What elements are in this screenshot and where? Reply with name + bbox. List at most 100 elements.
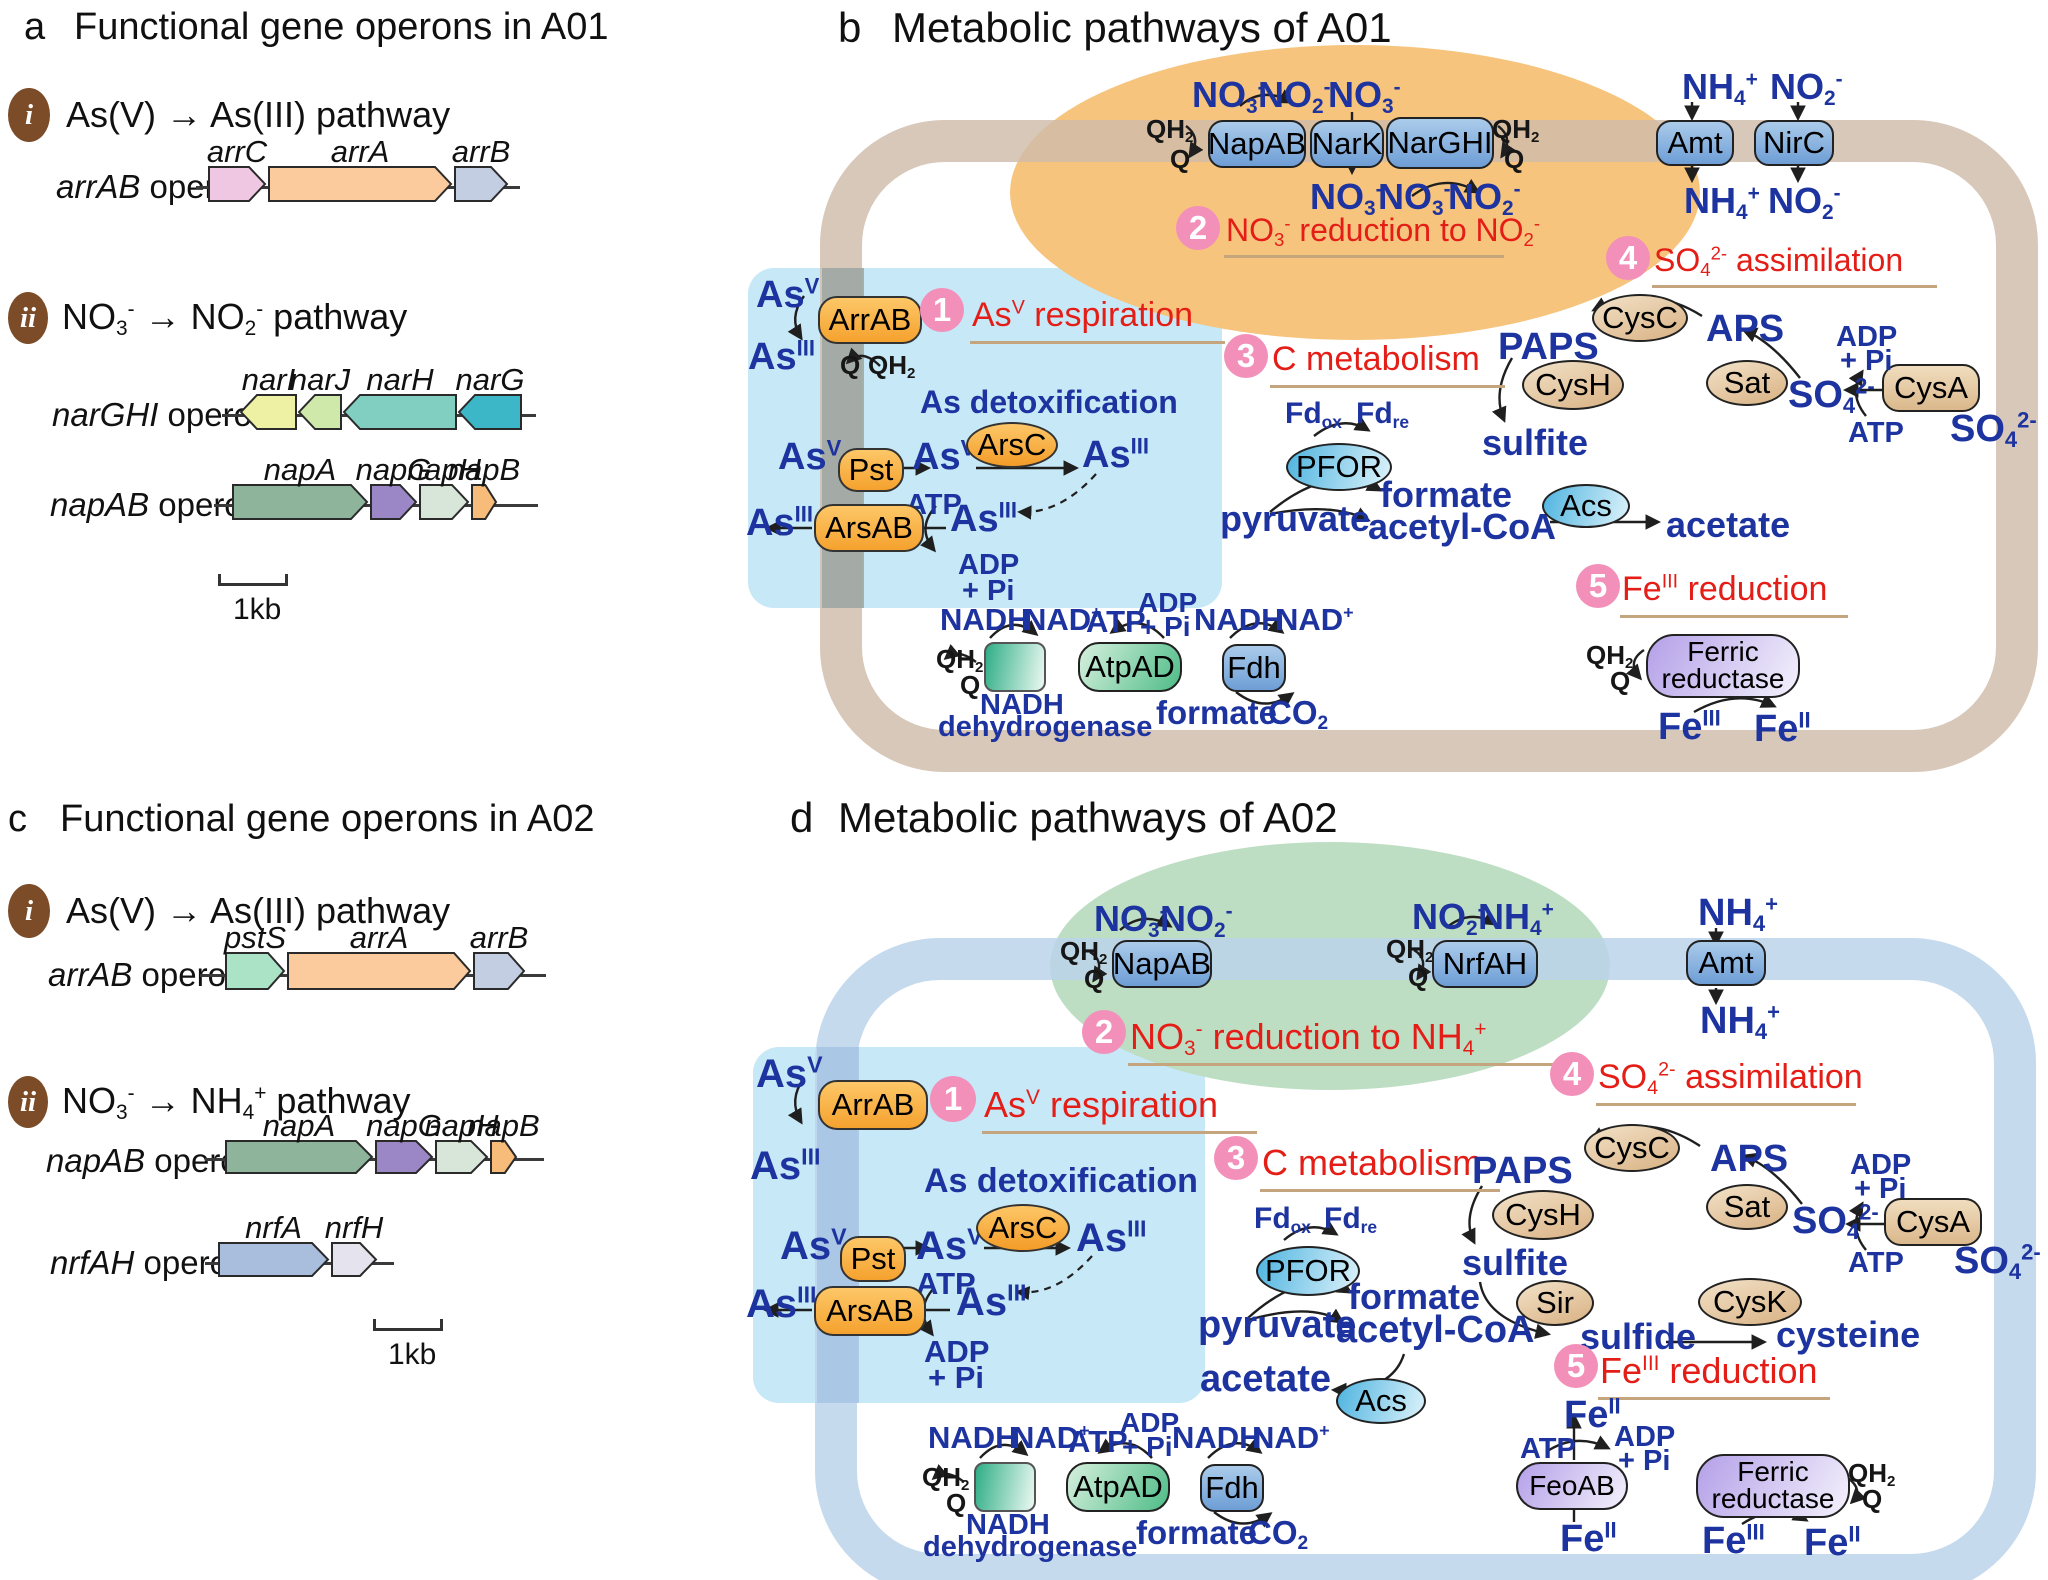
gene-label: napH (424, 1108, 499, 1143)
panel-a-title: Functional gene operons in A01 (74, 6, 609, 48)
chem: FeIII (1658, 705, 1721, 748)
enzyme: Pst (840, 1236, 906, 1282)
operon-gene-name: arrAB (56, 168, 141, 205)
step-title-underline (1652, 285, 1937, 288)
enzyme: CysH (1522, 360, 1624, 410)
chem: NO3- (1094, 898, 1167, 942)
chem: NO3- (1310, 176, 1383, 220)
gene-label: napG (366, 1108, 442, 1143)
chem: AsIII (746, 501, 813, 544)
chem: formate (1380, 474, 1513, 515)
panel-d-letter: d (790, 794, 814, 841)
gene-arrow-napH (435, 1140, 489, 1174)
enzyme: Sat (1706, 360, 1788, 406)
chem: AsV (778, 435, 842, 478)
chem: + Pi (1122, 1431, 1173, 1462)
chem: NAD+ (1252, 1420, 1330, 1455)
enzyme (974, 1462, 1036, 1512)
chem: ADP (1836, 321, 1898, 353)
chem: NADH (1172, 1420, 1262, 1455)
step-title: SO42- assimilation (1654, 242, 1904, 281)
chem: acetyl-CoA (1368, 506, 1557, 547)
chem: FeII (1564, 1393, 1621, 1436)
operon-gene-name: narGHI (52, 396, 159, 433)
chem: ATP (916, 1266, 976, 1301)
chem: Fdox (1254, 1202, 1311, 1237)
chem: + Pi (1618, 1445, 1671, 1477)
gene-arrow-narJ (297, 394, 342, 430)
chem: + Pi (928, 1360, 985, 1395)
gene-label: pstS (223, 920, 287, 955)
step-number: 5 (1554, 1344, 1598, 1388)
gene-arrow-nrfA (218, 1242, 330, 1277)
pathway-label: As detoxification (924, 1162, 1198, 1200)
chem: NO2- (1412, 896, 1485, 940)
chem: pyruvate (1198, 1304, 1357, 1346)
chem: ADP (1120, 1407, 1180, 1438)
enzyme: Ferric reductase (1696, 1454, 1850, 1518)
enzyme: Sat (1706, 1184, 1788, 1230)
enzyme: Amt (1686, 940, 1766, 986)
chem: sulfite (1482, 422, 1589, 463)
chem: Q (1862, 1484, 1883, 1514)
enzyme: Pst (838, 448, 904, 492)
gene-label: arrB (451, 134, 511, 169)
chem: AsIII (950, 497, 1017, 540)
step-title: AsV respiration (972, 296, 1194, 334)
gene-label: nrfA (245, 1210, 302, 1245)
chem: FeII (1560, 1517, 1617, 1560)
enzyme: CysA (1884, 1198, 1982, 1246)
gene-arrow-napG (370, 484, 418, 520)
chem: ATP (1848, 1247, 1904, 1279)
enzyme: CysC (1584, 1124, 1680, 1172)
chem: Q (1610, 666, 1631, 696)
chem: CO2 (1248, 1514, 1309, 1555)
step-title: AsV respiration (984, 1084, 1219, 1125)
chem: acetate (1666, 504, 1791, 545)
chem: NO2- (1448, 176, 1521, 220)
step-title-underline (1128, 1063, 1568, 1066)
chem: AsV (756, 1051, 823, 1096)
chem: ATP (1068, 1424, 1128, 1459)
gene-arrow-narI (239, 394, 297, 430)
panel-d-title: Metabolic pathways of A02 (838, 794, 1338, 841)
chem: AsIII (1082, 433, 1149, 476)
chem: NADH (928, 1420, 1018, 1455)
chem: NO2- (1770, 66, 1843, 110)
chem: SO42- (1788, 373, 1875, 419)
gene-label: napB (447, 452, 521, 487)
step-title-underline (1596, 1103, 1856, 1106)
step-number: 3 (1214, 1136, 1258, 1180)
chem: QH2 (1386, 934, 1434, 967)
chem: AsIII (956, 1279, 1027, 1324)
enzyme: ArrAB (818, 296, 922, 344)
gene-label: napG (355, 452, 432, 487)
chem: APS (1706, 308, 1785, 350)
step-title-underline (982, 1131, 1257, 1134)
gene-label: nrfH (324, 1210, 384, 1245)
chem: pyruvate (1220, 498, 1371, 539)
scale-bar (373, 1319, 443, 1331)
chem: FeIII (1702, 1519, 1765, 1562)
section-title: NO3- → NO2- pathway (62, 296, 408, 340)
chem: NADH (940, 602, 1030, 637)
gene-label: napA (263, 452, 337, 487)
enzyme: AtpAD (1066, 1462, 1170, 1512)
enzyme: CysA (1882, 364, 1980, 412)
operon-gene-name: nrfAH (50, 1244, 135, 1281)
chem: NH4+ (1700, 999, 1781, 1045)
enzyme: NarGHI (1386, 117, 1494, 169)
step-title-underline (1270, 385, 1505, 388)
chem: QH2 (1848, 1458, 1896, 1491)
gene-arrow-nrfH (331, 1242, 378, 1277)
chem: AsV (916, 1223, 983, 1268)
step-title: C metabolism (1262, 1142, 1483, 1183)
chem: Q (960, 670, 981, 700)
chem: QH2 (936, 644, 984, 677)
chem: SO42- (1950, 407, 2037, 453)
enzyme: PFOR (1256, 1246, 1360, 1296)
step-title: NO3- reduction to NO2- (1226, 212, 1541, 251)
chem: sulfide (1580, 1316, 1697, 1357)
